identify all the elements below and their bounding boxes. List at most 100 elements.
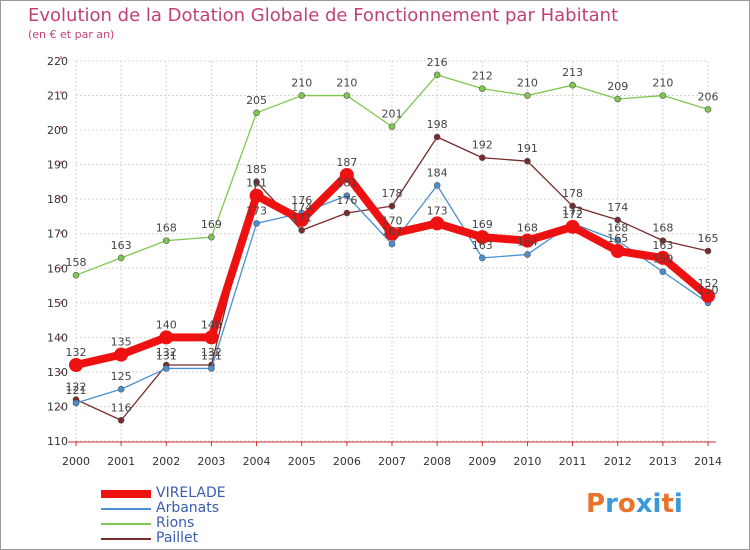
data-label-rions: 213 <box>562 66 583 79</box>
data-label-paillet: 165 <box>698 232 719 245</box>
y-tick-label: 220 <box>47 55 68 68</box>
data-point-virelade <box>610 244 625 258</box>
x-tick-label: 2012 <box>604 455 632 468</box>
y-tick-label: 200 <box>47 124 68 137</box>
x-tick-label: 2010 <box>513 455 541 468</box>
data-point-paillet <box>659 237 667 244</box>
data-point-paillet <box>117 416 125 424</box>
data-point-virelade <box>339 168 354 182</box>
data-point-virelade <box>565 219 580 234</box>
x-tick-label: 2000 <box>62 455 90 468</box>
data-point-paillet <box>298 226 306 234</box>
data-point-virelade <box>114 347 129 362</box>
data-point-virelade <box>249 188 264 203</box>
x-tick-label: 2002 <box>152 455 180 468</box>
data-label-rions: 163 <box>111 239 132 252</box>
data-point-arbanats <box>343 192 351 200</box>
data-point-virelade <box>520 233 535 248</box>
legend-swatch-arbanats <box>101 508 151 510</box>
y-tick-label: 210 <box>47 90 68 103</box>
x-tick-label: 2003 <box>197 455 225 468</box>
data-point-rions <box>433 71 441 79</box>
data-label-virelade: 140 <box>201 318 222 331</box>
data-label-rions: 210 <box>652 77 673 90</box>
data-point-arbanats <box>524 251 531 258</box>
data-label-rions: 209 <box>607 80 628 93</box>
data-label-rions: 210 <box>291 77 312 90</box>
data-label-rions: 169 <box>201 218 222 231</box>
data-point-paillet <box>704 247 712 255</box>
logo-letter: t <box>661 489 674 519</box>
legend-swatch-virelade <box>101 490 151 498</box>
x-tick-label: 2007 <box>378 455 406 468</box>
data-label-paillet: 171 <box>291 211 312 224</box>
data-point-virelade <box>294 212 309 227</box>
data-label-arbanats: 168 <box>607 222 628 235</box>
data-label-paillet: 198 <box>427 118 448 131</box>
data-point-rions <box>162 237 170 244</box>
data-label-paillet: 185 <box>246 163 267 176</box>
data-label-virelade: 170 <box>382 215 403 228</box>
data-label-rions: 205 <box>246 94 267 107</box>
data-point-arbanats <box>388 240 396 248</box>
data-point-arbanats <box>433 182 441 189</box>
logo-letter: r <box>605 489 618 519</box>
data-point-paillet <box>614 216 622 224</box>
data-label-virelade: 174 <box>291 201 312 214</box>
data-label-arbanats: 176 <box>291 194 312 207</box>
logo-letter: P <box>586 489 606 519</box>
legend-label-arbanats: Arbanats <box>156 500 220 516</box>
data-label-arbanats: 150 <box>698 284 719 297</box>
data-point-arbanats <box>253 220 260 227</box>
data-label-arbanats: 125 <box>111 370 132 383</box>
proxiti-logo: Proxiti <box>586 489 683 519</box>
data-label-virelade: 169 <box>472 218 493 231</box>
data-label-virelade: 132 <box>66 346 87 359</box>
data-point-arbanats <box>162 365 170 372</box>
data-point-paillet <box>253 178 260 186</box>
data-point-rions <box>298 92 306 99</box>
y-tick-label: 140 <box>47 331 68 344</box>
data-point-arbanats <box>614 237 622 244</box>
data-point-arbanats <box>208 365 215 372</box>
data-point-virelade <box>475 230 490 245</box>
data-label-virelade: 181 <box>246 177 267 190</box>
legend-label-rions: Rions <box>156 515 195 531</box>
chart-title: Evolution de la Dotation Globale de Fonc… <box>28 5 619 26</box>
data-label-paillet: 132 <box>201 346 222 359</box>
data-label-arbanats: 167 <box>382 225 403 238</box>
data-point-virelade <box>385 226 399 241</box>
data-point-virelade <box>204 330 219 345</box>
data-label-paillet: 174 <box>607 201 628 214</box>
logo-letter: i <box>673 489 683 519</box>
chart-subtitle: (en € et par an) <box>28 28 115 41</box>
data-point-rions <box>72 271 80 279</box>
y-tick-label: 150 <box>47 297 68 310</box>
legend-label-virelade: VIRELADE <box>156 485 226 501</box>
legend-item-arbanats: Arbanats <box>101 500 301 516</box>
data-point-arbanats <box>72 399 80 407</box>
data-label-virelade: 140 <box>156 318 177 331</box>
data-point-arbanats <box>478 254 486 262</box>
data-point-rions <box>614 95 622 103</box>
data-label-rions: 158 <box>66 256 87 269</box>
data-label-rions: 212 <box>472 70 493 83</box>
y-tick-label: 160 <box>47 262 68 275</box>
y-tick-label: 170 <box>47 228 68 241</box>
data-point-arbanats <box>659 268 667 276</box>
data-point-paillet <box>569 202 576 210</box>
data-label-rions: 210 <box>517 77 538 90</box>
data-point-rions <box>704 106 712 113</box>
data-label-paillet: 168 <box>652 222 673 235</box>
data-point-paillet <box>343 209 351 217</box>
data-label-arbanats: 173 <box>246 204 267 217</box>
logo-letter: o <box>617 489 636 519</box>
data-label-virelade: 187 <box>336 156 357 169</box>
legend-item-virelade: VIRELADE <box>101 485 301 501</box>
data-label-paillet: 178 <box>562 187 583 200</box>
data-label-virelade: 152 <box>698 277 719 290</box>
data-point-rions <box>478 85 486 92</box>
data-label-arbanats: 173 <box>562 204 583 217</box>
data-label-arbanats: 163 <box>472 239 493 252</box>
